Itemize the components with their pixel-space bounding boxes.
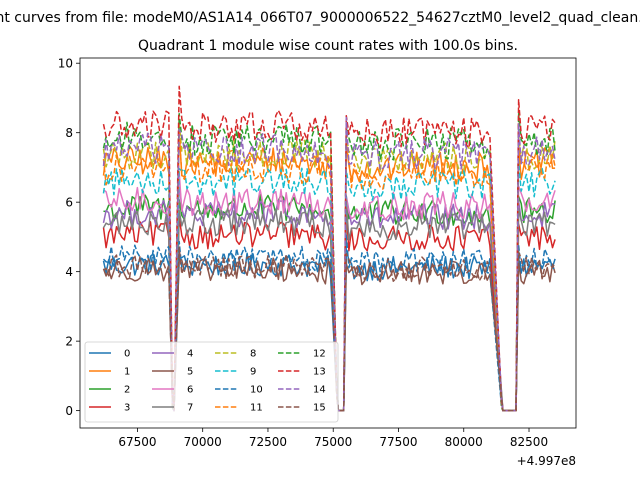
- legend-label-6: 6: [187, 385, 193, 396]
- x-tick-label: 72500: [249, 435, 287, 449]
- legend-frame: [84, 341, 339, 423]
- chart-title: Quadrant 1 module wise count rates with …: [138, 38, 518, 54]
- legend-label-8: 8: [250, 349, 256, 360]
- legend-label-1: 1: [124, 367, 130, 378]
- legend-label-14: 14: [313, 385, 326, 396]
- y-tick-label: 8: [65, 126, 73, 140]
- legend-label-5: 5: [187, 367, 193, 378]
- x-tick-label: 67500: [118, 435, 156, 449]
- legend-label-7: 7: [187, 403, 193, 414]
- x-axis-ticks: 67500 70000 72500 75000 77500 80000 82500: [118, 428, 548, 449]
- x-offset-label: +4.997e8: [517, 454, 576, 468]
- x-tick-label: 70000: [184, 435, 222, 449]
- axes-frame: [79, 57, 577, 429]
- legend-label-15: 15: [313, 403, 326, 414]
- figure-suptitle: Light curves from file: modeM0/AS1A14_06…: [0, 10, 640, 26]
- x-tick-label: 80000: [445, 435, 483, 449]
- y-axis-ticks: 0 2 4 6 8 10: [58, 57, 80, 418]
- x-tick-label: 75000: [314, 435, 352, 449]
- x-tick-label: 77500: [379, 435, 417, 449]
- legend-label-9: 9: [250, 367, 256, 378]
- legend-label-12: 12: [313, 349, 326, 360]
- legend-label-10: 10: [250, 385, 263, 396]
- y-tick-label: 4: [65, 265, 73, 279]
- legend-label-2: 2: [124, 385, 130, 396]
- legend-label-11: 11: [250, 403, 263, 414]
- y-tick-label: 2: [65, 335, 73, 349]
- y-tick-label: 0: [65, 404, 73, 418]
- series-line-8: [102, 122, 556, 412]
- legend-label-3: 3: [124, 403, 130, 414]
- x-tick-label: 82500: [510, 435, 548, 449]
- legend-label-0: 0: [124, 349, 130, 360]
- y-tick-label: 10: [58, 57, 73, 71]
- legend-label-4: 4: [187, 349, 193, 360]
- y-tick-label: 6: [65, 196, 73, 210]
- axes: [79, 57, 577, 429]
- legend-label-13: 13: [313, 367, 326, 378]
